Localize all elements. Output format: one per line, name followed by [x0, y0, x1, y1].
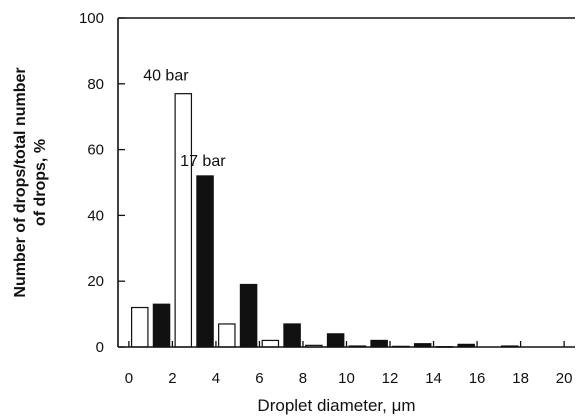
- x-tick-label: 0: [125, 370, 133, 387]
- bar-17-bar: [283, 323, 301, 348]
- y-axis-title-line: of drops, %: [32, 139, 49, 226]
- x-tick-label: 10: [338, 370, 355, 387]
- x-tick-label: 20: [556, 370, 573, 387]
- y-tick-label: 40: [87, 207, 104, 224]
- x-tick-label: 2: [168, 370, 176, 387]
- y-axis-title-line: Number of drops/total number: [12, 67, 29, 297]
- x-tick-label: 6: [255, 370, 263, 387]
- x-axis-title: Droplet diameter, μm: [257, 396, 415, 415]
- x-tick-label: 4: [212, 370, 220, 387]
- bar-17-bar: [370, 339, 388, 348]
- bar-40-bar: [261, 339, 280, 348]
- y-tick-label: 100: [79, 10, 104, 27]
- y-tick-label: 60: [87, 142, 104, 159]
- series-annotation-label: 40 bar: [143, 68, 189, 85]
- bar-40-bar: [131, 306, 149, 348]
- bar-17-bar: [152, 303, 171, 348]
- series-annotation-label: 17 bar: [180, 153, 226, 170]
- y-tick-label: 80: [87, 76, 104, 93]
- bar-40-bar: [218, 323, 236, 348]
- bar-40-bar: [174, 93, 193, 348]
- x-tick-label: 16: [469, 370, 486, 387]
- y-tick-label: 20: [87, 273, 104, 290]
- x-tick-label: 8: [299, 370, 307, 387]
- x-tick-label: 12: [382, 370, 399, 387]
- bar-17-bar: [326, 333, 345, 348]
- bar-17-bar: [239, 283, 258, 348]
- x-tick-label: 14: [425, 370, 442, 387]
- y-tick-label: 0: [96, 339, 104, 356]
- x-tick-label: 18: [512, 370, 529, 387]
- bar-17-bar: [196, 175, 214, 348]
